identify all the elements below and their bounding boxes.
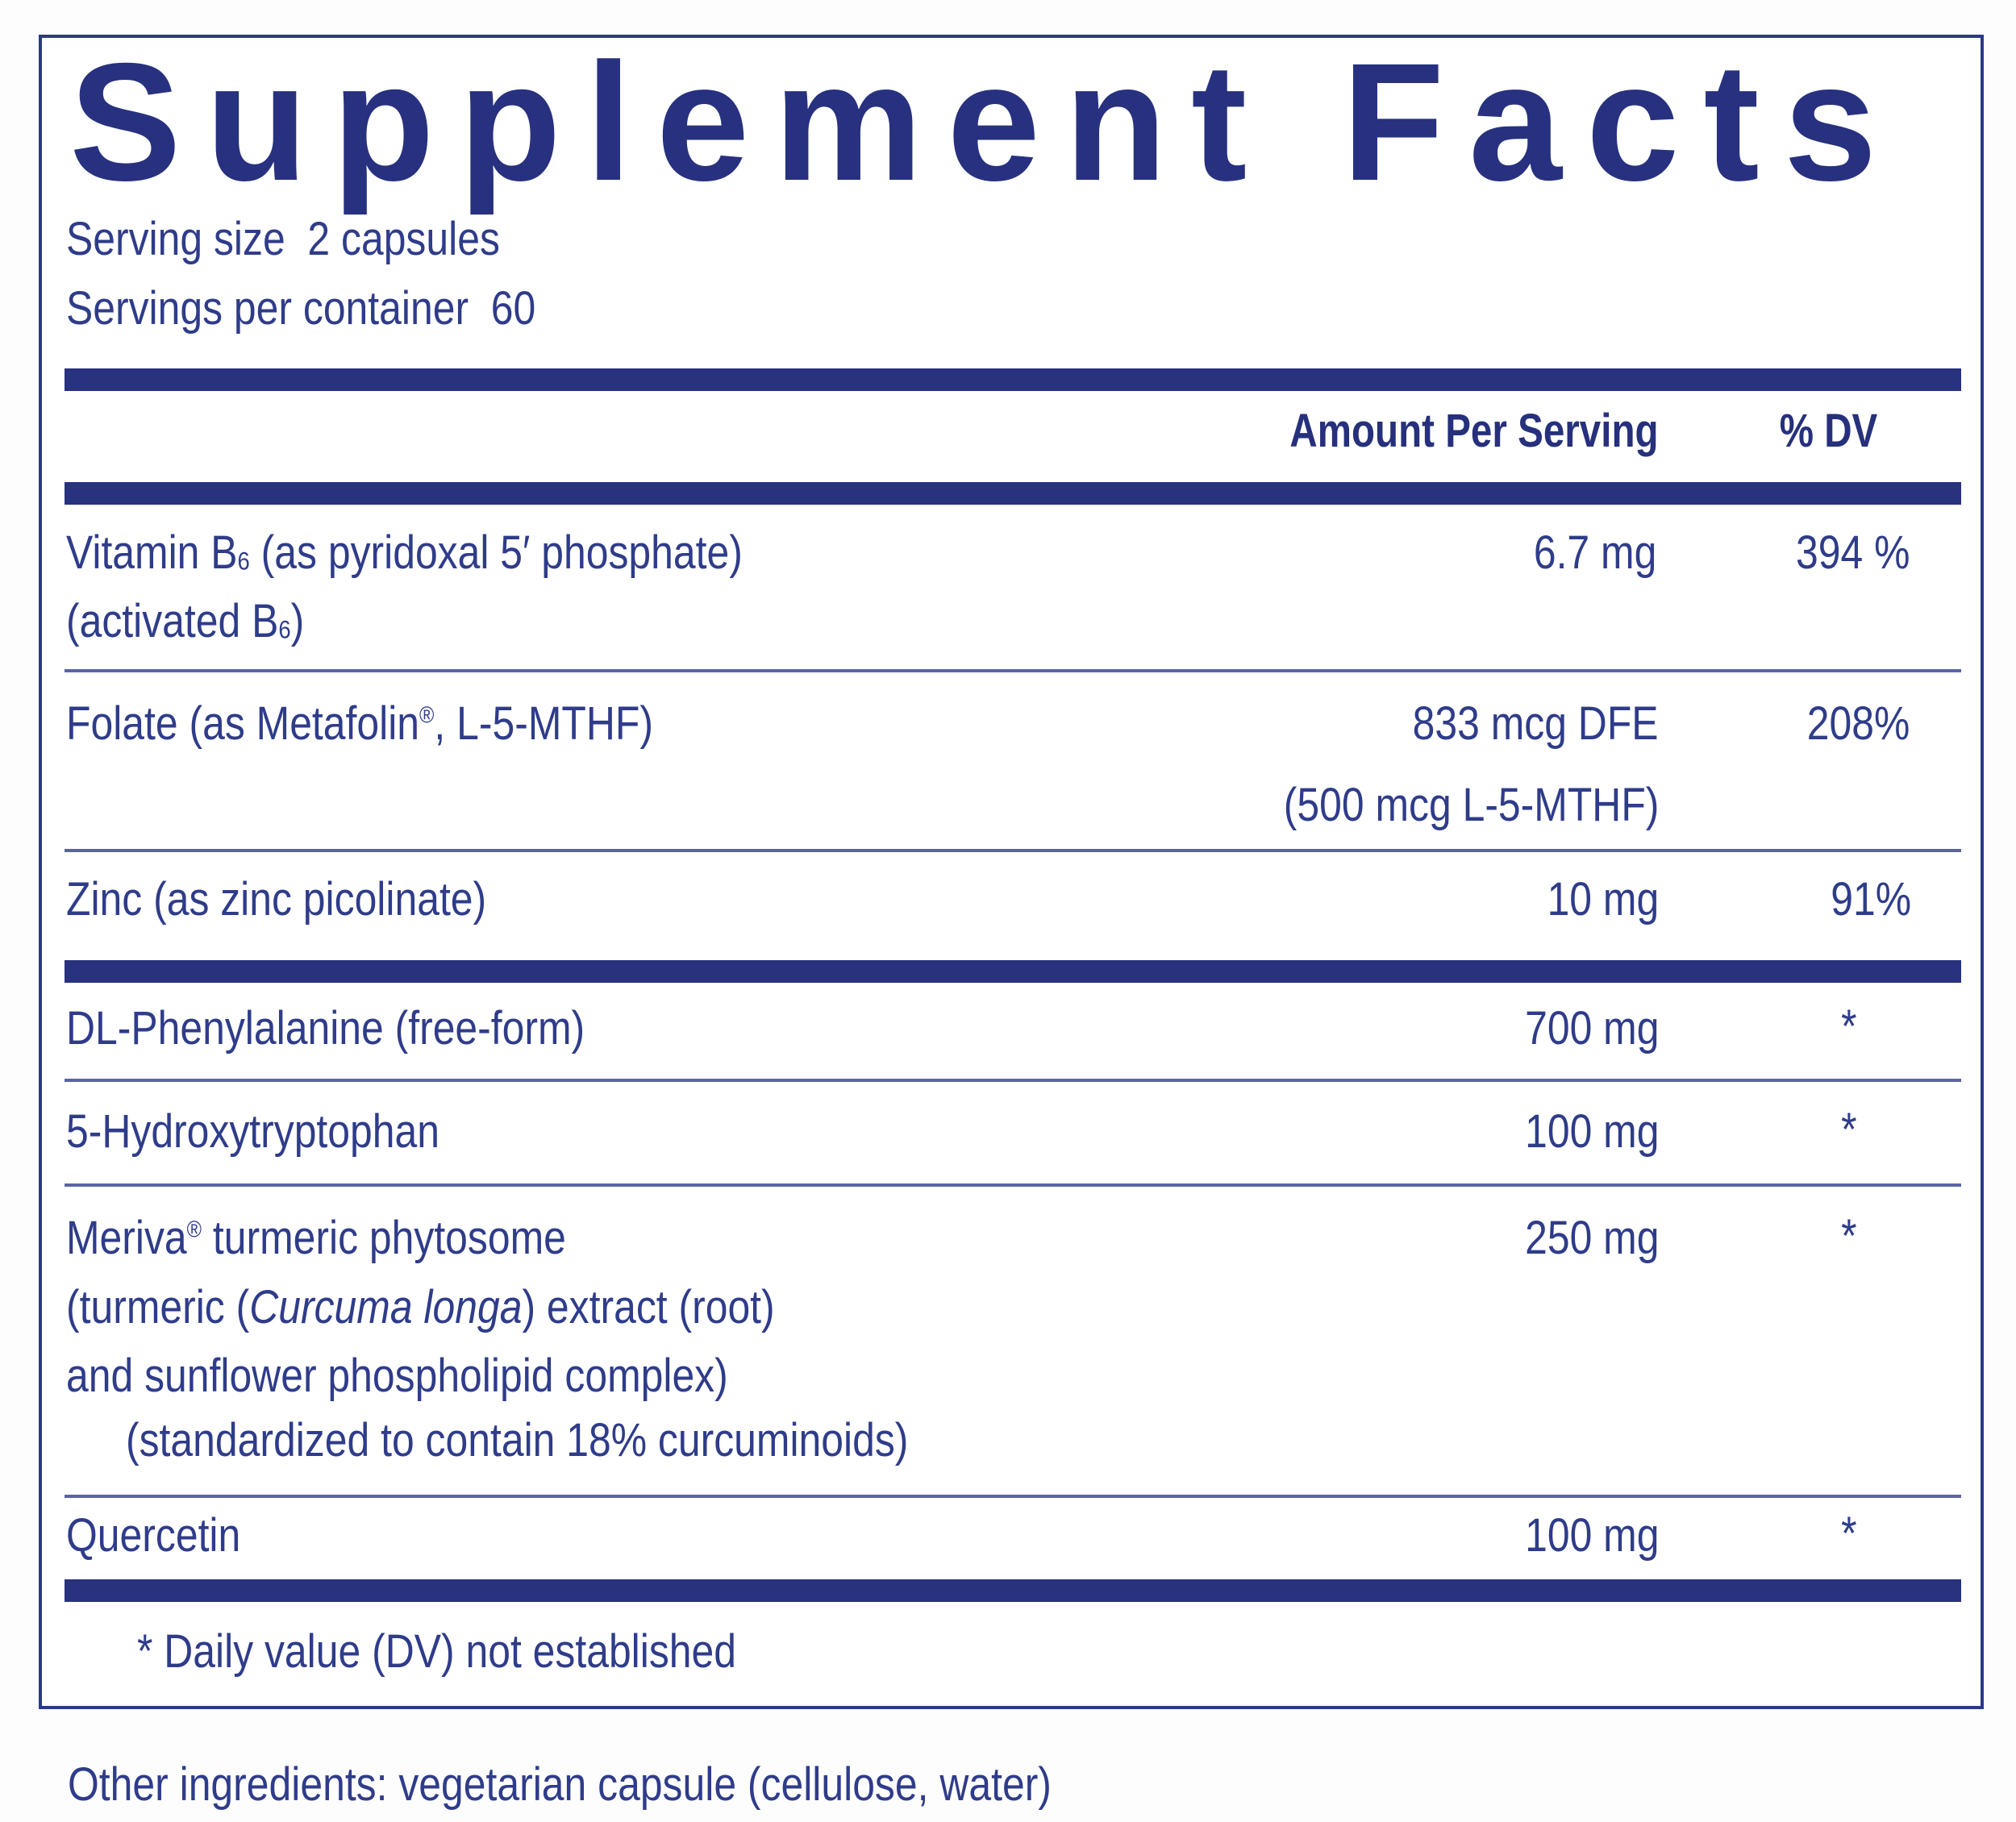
ingredient-name-meriva-line2: (turmeric (Curcuma longa) extract (root) — [66, 1281, 775, 1333]
other-ingredients: Other ingredients: vegetarian capsule (c… — [68, 1758, 1052, 1811]
ingredient-name-zinc: Zinc (as zinc picolinate) — [66, 873, 487, 926]
amount-folate-sub: (500 mcg L-5-MTHF) — [1283, 779, 1659, 831]
ingredient-name-dl-phenylalanine: DL-Phenylalanine (free-form) — [66, 1002, 585, 1055]
ingredient-name-5-htp: 5-Hydroxytryptophan — [66, 1105, 440, 1158]
dv-5-htp: * — [1841, 1104, 1857, 1156]
amount-dl-phenylalanine: 700 mg — [1524, 1002, 1659, 1055]
servings-per-container-label: Servings per container — [66, 282, 469, 335]
dv-quercetin: * — [1841, 1508, 1857, 1560]
ingredient-name-vitamin-b6: Vitamin B6 (as pyridoxal 5′ phosphate) — [66, 526, 743, 579]
thin-divider — [65, 1495, 1961, 1498]
ingredient-name-meriva: Meriva® turmeric phytosome — [66, 1212, 566, 1264]
thin-divider — [65, 1079, 1961, 1082]
ingredient-name-quercetin: Quercetin — [66, 1509, 241, 1562]
dv-meriva: * — [1841, 1210, 1857, 1263]
thick-divider — [65, 1579, 1961, 1602]
amount-meriva: 250 mg — [1524, 1212, 1659, 1264]
ingredient-name-meriva-line3: and sunflower phospholipid complex) — [66, 1350, 728, 1402]
serving-size: Serving size 2 capsules — [66, 216, 500, 263]
thin-divider — [65, 849, 1961, 852]
serving-size-label: Serving size — [66, 213, 285, 265]
ingredient-name-folate: Folate (as Metafolin®, L-5-MTHF) — [66, 697, 653, 750]
thin-divider — [65, 1183, 1961, 1187]
botanical-name: Curcuma longa — [249, 1281, 523, 1333]
supplement-facts-panel — [39, 35, 1984, 1709]
amount-quercetin: 100 mg — [1524, 1509, 1659, 1562]
registered-mark: ® — [186, 1217, 202, 1243]
dv-zinc: 91% — [1831, 873, 1911, 926]
ingredient-name-meriva-line4: (standardized to contain 18% curcuminoid… — [126, 1414, 909, 1466]
ingredient-name-vitamin-b6-note: (activated B6) — [66, 595, 305, 647]
thick-divider — [65, 960, 1961, 983]
footnote-dv-not-established: * Daily value (DV) not established — [137, 1625, 737, 1678]
header-percent-dv: % DV — [1779, 405, 1877, 457]
thick-divider — [65, 368, 1961, 391]
amount-folate: 833 mcg DFE — [1413, 697, 1659, 750]
header-amount-per-serving: Amount Per Serving — [1289, 405, 1659, 457]
thick-divider — [65, 482, 1961, 505]
amount-zinc: 10 mg — [1547, 873, 1659, 926]
panel-title: Supplement Facts — [69, 29, 1901, 216]
subscript-6: 6 — [278, 614, 291, 644]
registered-mark: ® — [419, 702, 435, 729]
serving-size-value: 2 capsules — [307, 213, 500, 265]
amount-5-htp: 100 mg — [1524, 1105, 1659, 1158]
servings-per-container-value: 60 — [490, 282, 536, 335]
amount-vitamin-b6: 6.7 mg — [1533, 526, 1656, 579]
thin-divider — [65, 669, 1961, 672]
dv-dl-phenylalanine: * — [1841, 1000, 1857, 1053]
subscript-6: 6 — [237, 546, 250, 576]
servings-per-container: Servings per container 60 — [66, 285, 535, 332]
dv-folate: 208% — [1806, 697, 1910, 750]
dv-vitamin-b6: 394 % — [1795, 526, 1910, 579]
